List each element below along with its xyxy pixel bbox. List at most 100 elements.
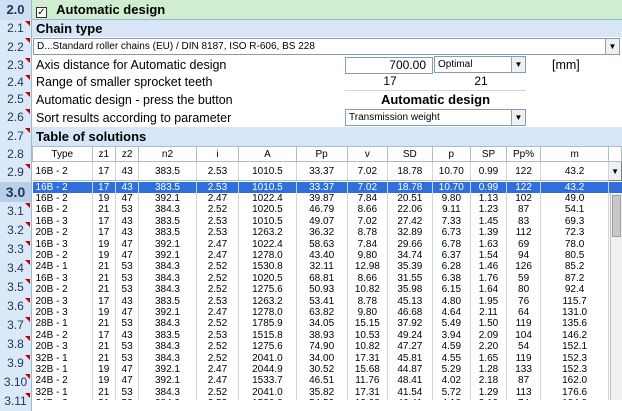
axis-distance-mode-select[interactable]: Optimal ▼ [434, 56, 526, 73]
table-row[interactable]: 20B - 3 17 43 383.5 2.53 1263.2 53.41 8.78 45.13… [32, 295, 622, 307]
table-cell: 7.84 [347, 192, 389, 205]
table-row[interactable]: 16B - 3 19 47 392.1 2.47 1022.4 58.63 7.84 29.66… [32, 238, 622, 250]
table-cell: 80.5 [540, 249, 610, 262]
table-cell: 54.59 [296, 397, 348, 400]
table-cell: 69.3 [540, 215, 610, 228]
table-row[interactable]: 20B - 3 21 53 384.3 2.52 1275.6 74.90 10.82 47.2… [32, 340, 622, 353]
teeth-min-input[interactable]: 17 [345, 74, 435, 91]
table-row[interactable]: 16B - 3 21 53 384.3 2.52 1020.5 68.81 8.66 31.55… [32, 272, 622, 285]
table-cell: 53.41 [296, 295, 348, 307]
table-cell: 35.39 [387, 261, 433, 273]
row-number-label: 3.6 [7, 299, 24, 313]
table-row[interactable]: 20B - 3 19 47 392.1 2.47 1278.0 63.82 9.80 46.68… [32, 306, 622, 319]
table-row[interactable]: 32B - 1 19 47 392.1 2.47 2044.9 30.52 15.68 44.8… [32, 363, 622, 376]
table-scrollbar[interactable] [610, 193, 622, 400]
table-row[interactable]: 32B - 1 21 53 384.3 2.52 2041.0 35.82 17.31 41.5… [32, 386, 622, 398]
scrollbar-thumb[interactable] [612, 195, 621, 237]
table-cell: 1275.6 [238, 340, 297, 353]
table-cell: 69 [506, 238, 542, 250]
table-row[interactable]: 28B - 1 21 53 384.3 2.52 1785.9 34.05 15.15 37.9… [32, 318, 622, 330]
table-cell: 1533.7 [238, 375, 297, 387]
table-cell: 5.72 [432, 386, 471, 398]
table-cell: 384.3 [138, 261, 197, 273]
table-cell: 8.66 [347, 272, 389, 285]
table-row[interactable]: 20B - 2 19 47 392.1 2.47 1278.0 43.40 9.80 34.74… [32, 249, 622, 262]
row-number: 2.4 [0, 74, 32, 91]
table-row[interactable]: 16B - 3 17 43 383.5 2.53 1010.5 49.07 7.02 27.42… [32, 215, 622, 228]
table-cell: 6.15 [432, 284, 471, 296]
automatic-design-checkbox[interactable]: ✓ [36, 7, 47, 18]
table-cell: 126 [506, 261, 542, 273]
table-row[interactable]: 16B - 2 17 43 383.5 2.53 1010.5 33.37 7.02 18.78… [32, 181, 622, 193]
sort-parameter-select[interactable]: Transmission weight ▼ [345, 109, 526, 126]
row-number: 2.5 [0, 91, 32, 108]
table-row[interactable]: 16B - 2 21 53 384.3 2.52 1020.5 46.79 8.66 22.06… [32, 204, 622, 216]
axis-distance-input[interactable]: 700.00 [345, 57, 433, 74]
table-cell: 34.00 [296, 352, 348, 364]
chevron-down-icon[interactable]: ▼ [608, 161, 622, 181]
table-cell: 53 [115, 284, 140, 296]
chain-type-select[interactable]: D...Standard roller chains (EU) / DIN 81… [33, 38, 620, 55]
table-cell: 43 [115, 329, 140, 341]
solutions-title: Table of solutions [32, 127, 622, 146]
chevron-down-icon[interactable]: ▼ [605, 39, 619, 54]
table-cell: 27.42 [387, 215, 433, 228]
table-cell: 135.6 [540, 318, 610, 330]
table-cell: 1.28 [470, 363, 508, 376]
table-cell: 36.32 [296, 227, 348, 239]
table-cell: 2.52 [196, 386, 240, 398]
table-cell: 383.5 [138, 215, 197, 228]
table-row[interactable]: 24B - 2 17 43 383.5 2.53 1515.8 38.93 10.53 49.2… [32, 329, 622, 341]
table-cell: 1.65 [470, 352, 508, 364]
solutions-table: Type z1 z2 n2 i A Pp v SD p SP Pp% m 16B - 2 17 43 383.… [32, 146, 622, 400]
table-cell: 8.78 [347, 295, 389, 307]
table-cell: 0.99 [470, 181, 508, 193]
table-cell: 63.82 [296, 306, 348, 319]
table-cell: 1.45 [470, 215, 508, 228]
table-row[interactable]: 20B - 2 17 43 383.5 2.53 1263.2 36.32 8.78 32.89… [32, 227, 622, 239]
table-cell: 176.6 [540, 386, 610, 398]
table-cell: 2.52 [196, 340, 240, 353]
table-cell: 21 [92, 386, 116, 398]
row-number-label: 2.1 [7, 21, 24, 35]
table-cell: 383.5 [138, 295, 197, 307]
table-row[interactable]: 24B - 1 21 53 384.3 2.52 1530.8 32.11 12.98 35.3… [32, 261, 622, 273]
selected-cell: 18.78 [387, 161, 433, 181]
table-cell: 102 [506, 192, 542, 205]
table-cell: 59 [506, 272, 542, 285]
column-header: p [431, 146, 471, 162]
row-number: 2.3 [0, 57, 32, 74]
table-cell: 19 [92, 375, 116, 387]
table-cell: 20B - 2 [32, 227, 93, 239]
row-number-label: 2.5 [7, 92, 24, 106]
selected-solution-row[interactable]: 16B - 2 17 43 383.5 2.53 1010.5 33.37 7.02 18.78… [32, 161, 622, 181]
table-cell: 33.37 [296, 181, 348, 193]
teeth-max-input[interactable]: 21 [436, 74, 526, 91]
table-cell: 47 [115, 249, 140, 262]
table-row[interactable]: 24B - 2 19 47 392.1 2.47 1533.7 46.51 11.76 48.4… [32, 375, 622, 387]
table-cell: 7.02 [347, 215, 389, 228]
table-cell: 115.7 [540, 295, 610, 307]
table-cell: 78.0 [540, 238, 610, 250]
table-cell: 9.80 [347, 249, 389, 262]
table-cell: 35.82 [296, 386, 348, 398]
table-row[interactable]: 24B - 22153384.32.521530.854.5912.9846.4… [32, 397, 622, 400]
column-header: SD [387, 146, 433, 162]
row-number: 3.11 [0, 392, 32, 411]
selected-cell: 2.53 [196, 161, 240, 181]
table-cell: 2.18 [470, 375, 508, 387]
table-cell: 21 [92, 352, 116, 364]
row-number-label: 3.8 [7, 337, 24, 351]
chevron-down-icon[interactable]: ▼ [511, 57, 525, 72]
table-row[interactable]: 20B - 2 21 53 384.3 2.52 1275.6 50.93 10.82 35.9… [32, 284, 622, 296]
automatic-design-button[interactable]: Automatic design [345, 91, 526, 108]
table-cell: 74.90 [296, 340, 348, 353]
table-cell: 53 [115, 386, 140, 398]
table-row[interactable]: 16B - 2 19 47 392.1 2.47 1022.4 39.87 7.84 20.51… [32, 192, 622, 205]
table-cell: 2.47 [196, 306, 240, 319]
column-header: n2 [138, 146, 197, 162]
table-row[interactable]: 32B - 1 21 53 384.3 2.52 2041.0 34.00 17.31 45.8… [32, 352, 622, 364]
chevron-down-icon[interactable]: ▼ [511, 110, 525, 125]
column-header: m [540, 146, 610, 162]
table-cell: 1.50 [470, 318, 508, 330]
